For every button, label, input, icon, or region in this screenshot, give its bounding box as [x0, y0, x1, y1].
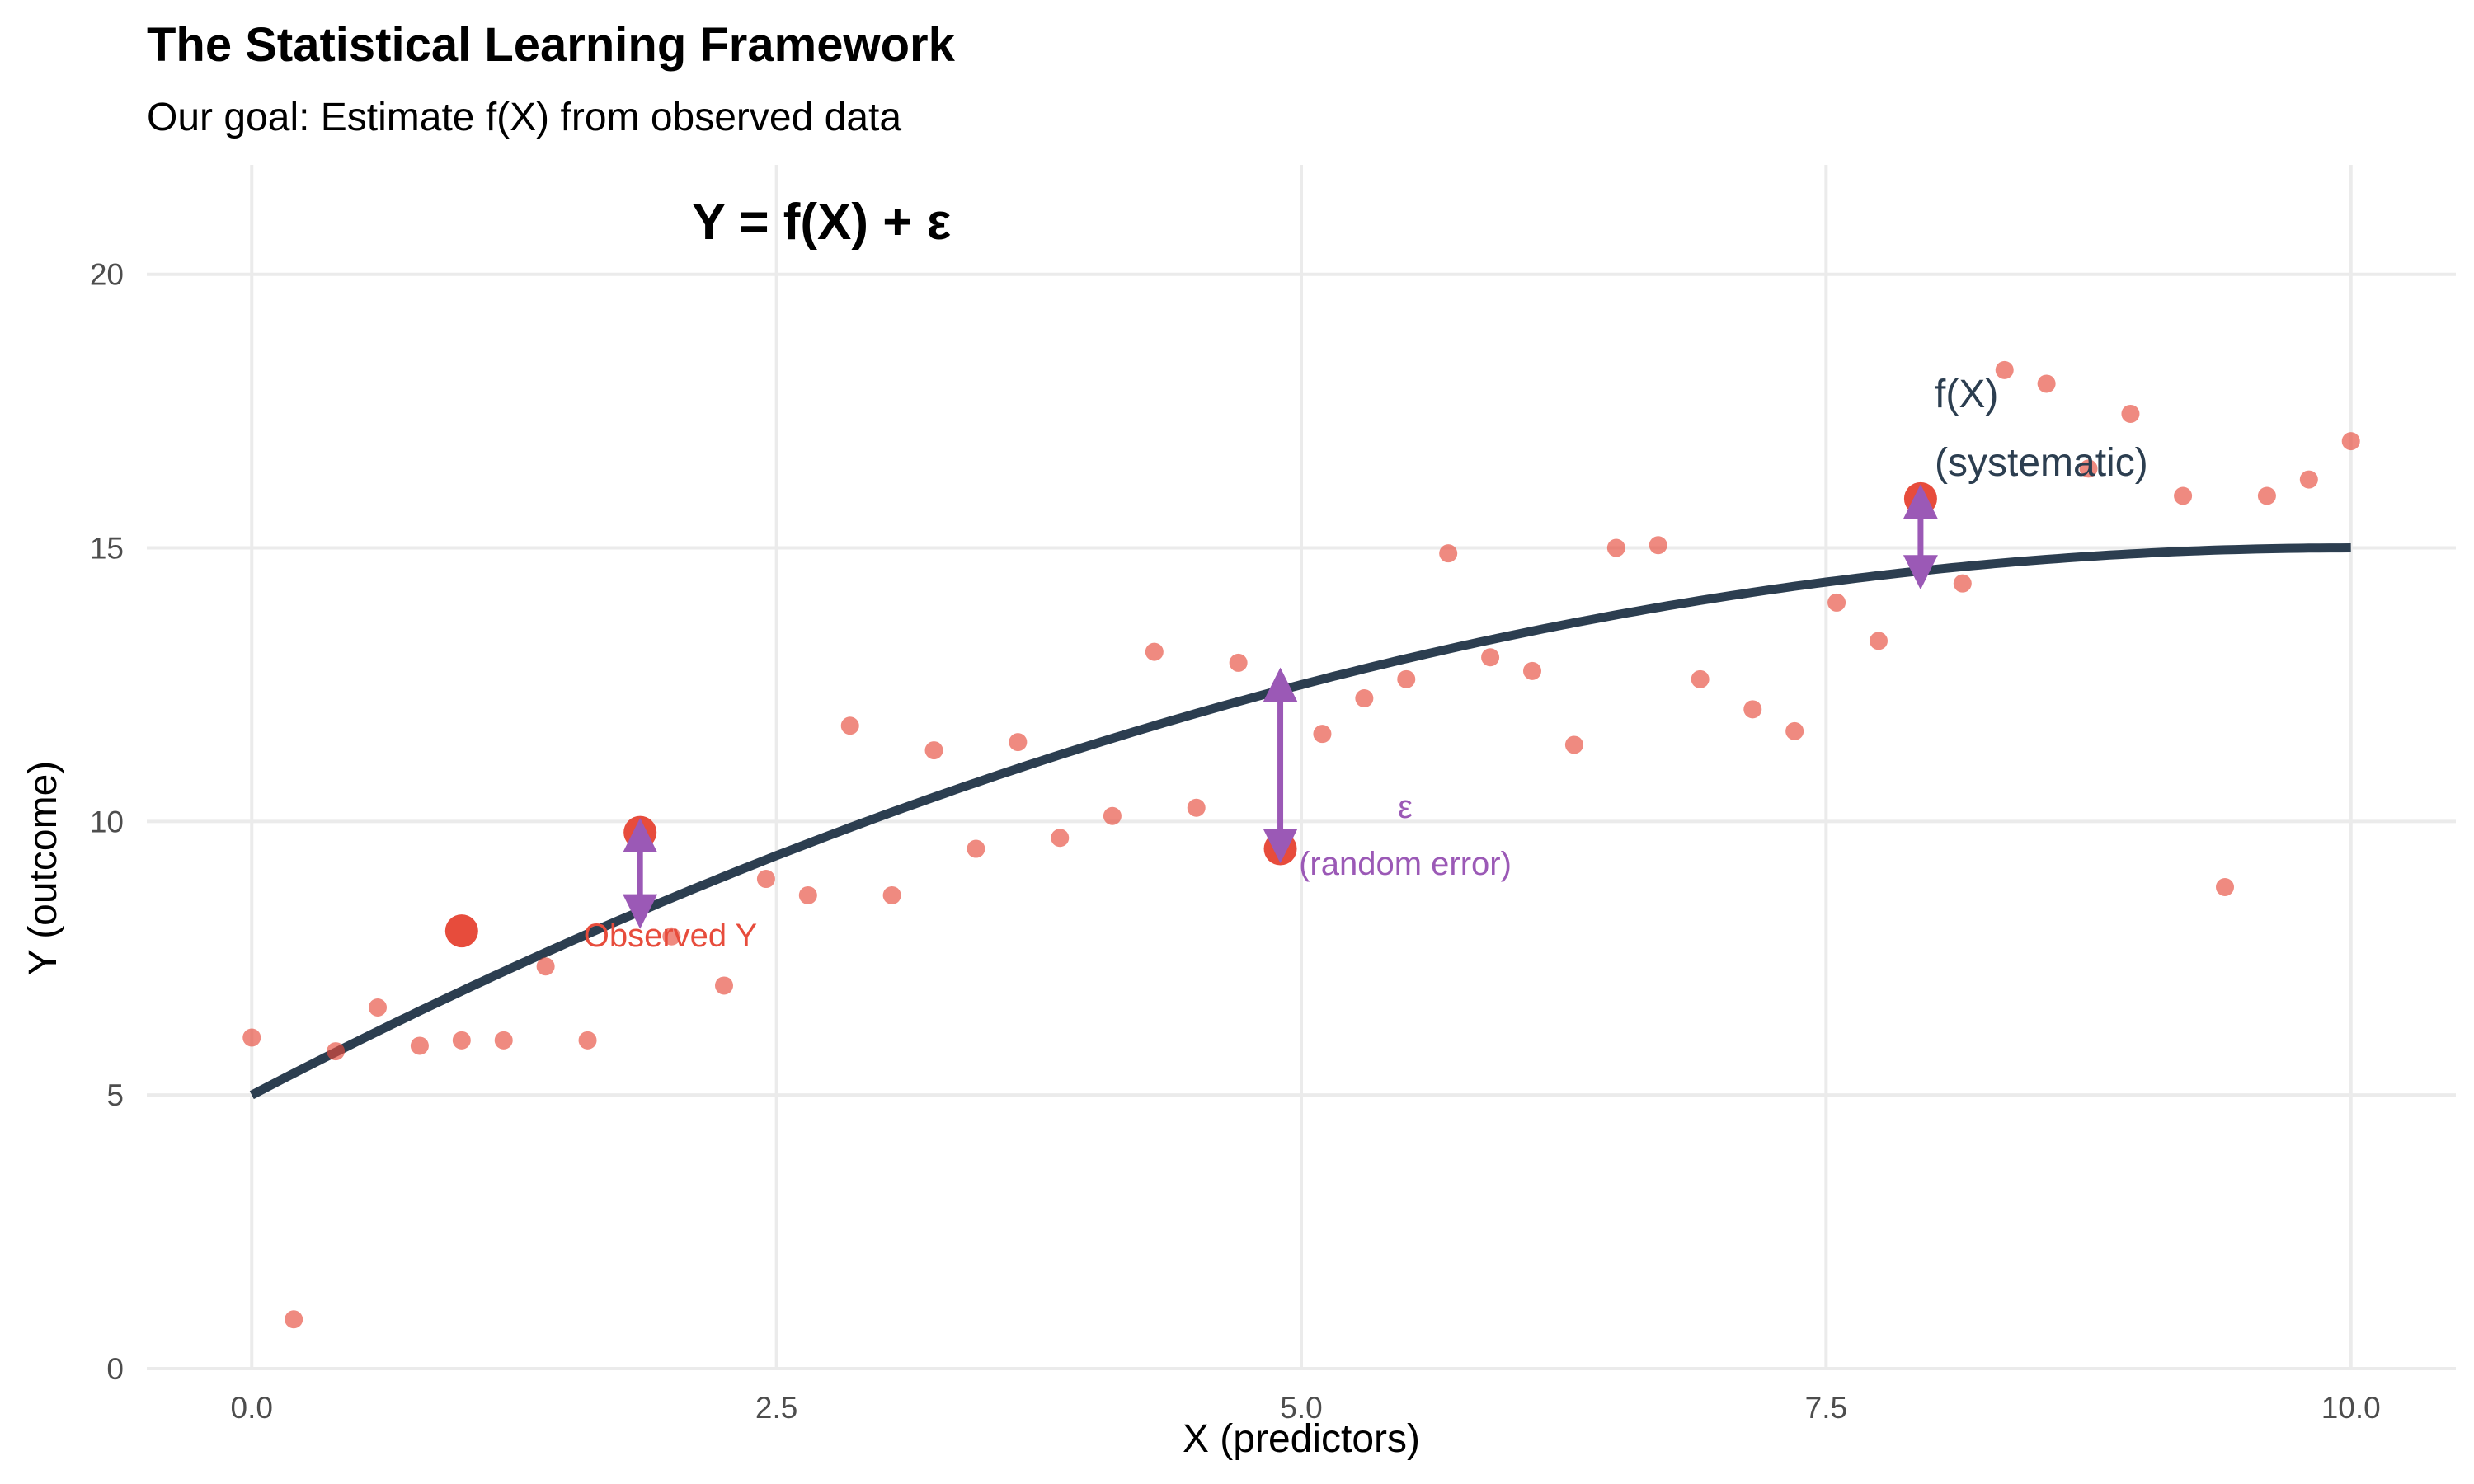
data-point [882, 885, 901, 904]
data-point [1743, 700, 1762, 719]
data-point [1691, 669, 1710, 688]
data-point [327, 1042, 346, 1061]
data-point [369, 998, 387, 1017]
data-point [1785, 721, 1804, 740]
axis-ticks: 0.0 2.5 5.0 7.5 10.0 0 5 10 15 20 [90, 258, 2381, 1425]
curve-layer [249, 543, 2351, 1100]
data-point [715, 976, 733, 995]
equation-label: Y = f(X) + ε [692, 194, 951, 251]
point-layer [242, 360, 2360, 1329]
data-point [536, 957, 555, 976]
arrow-layer [623, 484, 1938, 929]
data-point [410, 1036, 429, 1055]
data-point [2079, 459, 2098, 478]
data-point [2174, 486, 2193, 505]
x-tick-label: 2.5 [755, 1391, 797, 1425]
data-point [662, 927, 681, 946]
data-point [924, 741, 943, 760]
data-point [1187, 798, 1206, 817]
y-tick-label: 0 [106, 1352, 124, 1386]
data-point [1051, 829, 1070, 848]
data-point [798, 885, 817, 904]
data-point [1397, 669, 1416, 688]
data-point [1229, 653, 1248, 672]
data-point [1103, 806, 1122, 825]
x-tick-label: 0.0 [231, 1391, 273, 1425]
y-tick-label: 10 [90, 805, 124, 838]
data-point [1145, 642, 1164, 661]
fx-annotation-line1: f(X) [1935, 373, 1998, 416]
data-point [1009, 733, 1028, 752]
x-tick-label: 10.0 [2321, 1391, 2381, 1425]
data-point [1606, 538, 1625, 557]
data-point [840, 716, 859, 735]
highlighted-point [444, 914, 478, 948]
x-tick-label: 5.0 [1280, 1391, 1322, 1425]
data-point [2121, 404, 2140, 423]
data-point [1313, 725, 1332, 744]
fx-annotation-line2: (systematic) [1935, 441, 2148, 485]
data-point [756, 870, 775, 889]
epsilon-annotation-line1: ε [1398, 789, 1413, 825]
data-point [285, 1310, 303, 1329]
x-tick-label: 7.5 [1805, 1391, 1847, 1425]
data-point [452, 1031, 471, 1050]
data-point [1523, 661, 1541, 680]
data-point [1995, 360, 2014, 379]
data-point [2037, 374, 2056, 393]
y-tick-label: 5 [106, 1078, 124, 1112]
epsilon-annotation-line2: (random error) [1299, 846, 1512, 882]
data-point [1481, 648, 1500, 667]
observed-y-annotation: Observed Y [584, 918, 758, 954]
data-point [1355, 689, 1374, 708]
chart-subtitle: Our goal: Estimate f(X) from observed da… [147, 96, 901, 139]
y-axis-title: Y (outcome) [21, 761, 65, 976]
data-point [1870, 632, 1888, 650]
data-point [494, 1031, 513, 1050]
fx-curve [249, 543, 2351, 1100]
data-point [2257, 486, 2276, 505]
data-point [1953, 574, 1972, 593]
data-point [1827, 593, 1846, 612]
data-point [242, 1028, 261, 1047]
chart-title: The Statistical Learning Framework [147, 18, 956, 72]
data-point [1564, 735, 1583, 754]
grid [147, 165, 2456, 1370]
data-point [1649, 536, 1667, 555]
data-point [578, 1031, 597, 1050]
x-axis-title: X (predictors) [1183, 1417, 1420, 1461]
data-point [2341, 432, 2360, 451]
y-tick-label: 15 [90, 532, 124, 566]
data-point [967, 839, 985, 858]
data-point [2216, 878, 2234, 896]
data-point [2299, 470, 2318, 489]
data-point [1439, 544, 1458, 563]
y-tick-label: 20 [90, 258, 124, 292]
